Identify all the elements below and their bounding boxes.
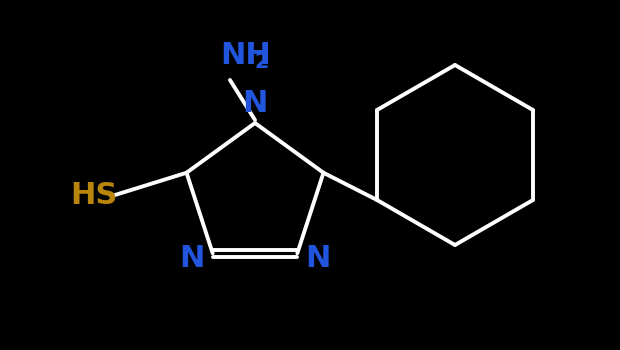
Text: 2: 2 [254, 52, 268, 72]
Text: HS: HS [70, 181, 117, 210]
Text: NH: NH [220, 41, 271, 70]
Text: N: N [242, 89, 268, 118]
Text: N: N [305, 244, 330, 273]
Text: N: N [179, 244, 205, 273]
